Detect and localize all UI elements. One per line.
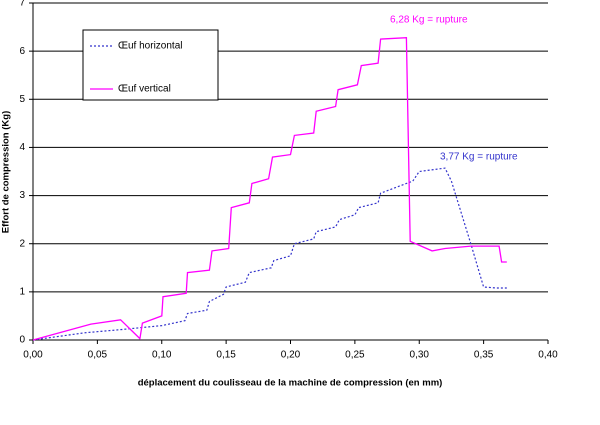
y-tick-label: 0 xyxy=(19,335,25,346)
y-tick-label: 5 xyxy=(19,94,25,105)
y-tick-label: 7 xyxy=(19,0,25,9)
y-tick-label: 6 xyxy=(19,46,25,57)
x-axis-label: déplacement du coulisseau de la machine … xyxy=(138,378,443,389)
legend-box xyxy=(82,29,219,101)
annotation: 6,28 Kg = rupture xyxy=(390,15,468,26)
y-tick-label: 1 xyxy=(19,286,25,297)
x-tick-label: 0,25 xyxy=(345,350,365,361)
x-tick-label: 0,15 xyxy=(216,350,236,361)
x-tick-label: 0,40 xyxy=(538,350,558,361)
legend-label: Œuf horizontal xyxy=(118,41,182,52)
legend-label: Œuf vertical xyxy=(118,84,171,95)
x-tick-label: 0,35 xyxy=(474,350,494,361)
x-tick-label: 0,05 xyxy=(88,350,108,361)
series-line xyxy=(32,167,507,341)
y-tick-label: 3 xyxy=(19,190,25,201)
y-tick-label: 2 xyxy=(19,238,25,249)
series-line xyxy=(32,37,507,341)
y-axis-label: Effort de compression (Kg) xyxy=(1,111,12,233)
x-tick-label: 0,20 xyxy=(281,350,301,361)
y-tick-label: 4 xyxy=(19,142,25,153)
annotation: 3,77 Kg = rupture xyxy=(440,152,518,163)
x-tick-label: 0,10 xyxy=(152,350,172,361)
x-tick-label: 0,00 xyxy=(23,350,43,361)
x-tick-label: 0,30 xyxy=(410,350,430,361)
